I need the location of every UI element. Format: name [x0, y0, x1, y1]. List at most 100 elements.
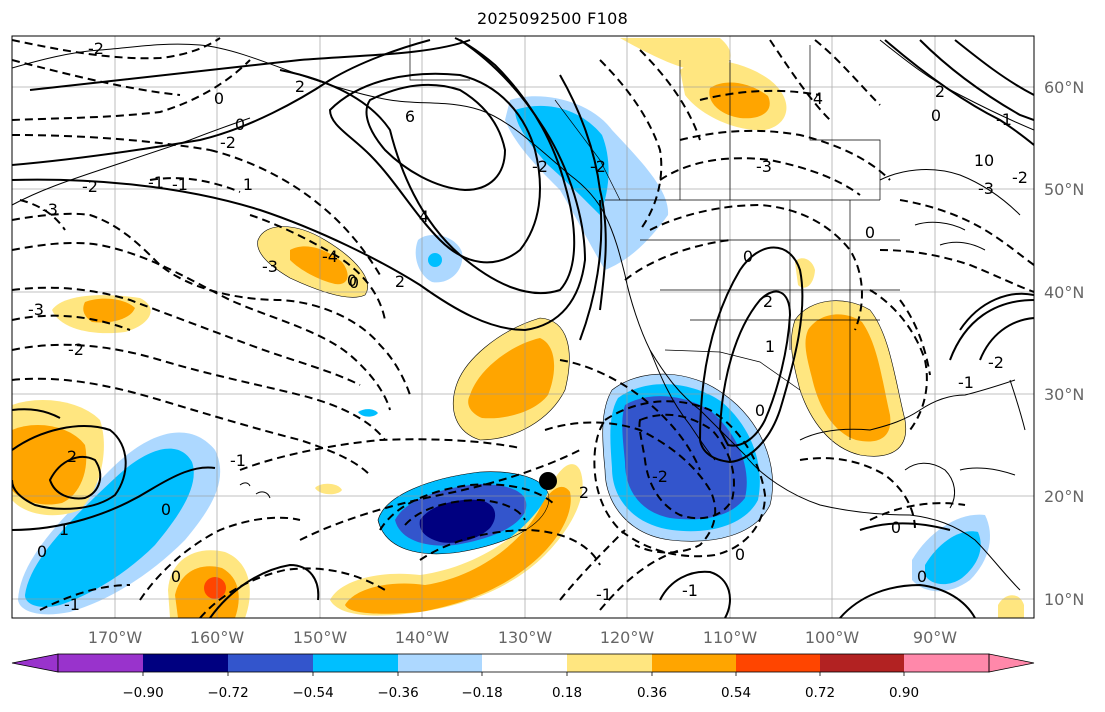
- contour-label: -3: [756, 157, 772, 176]
- contour-dashed-16: [679, 129, 891, 181]
- lat-tick-label: 30°N: [1044, 385, 1084, 404]
- lon-tick-labels: 170°W 160°W 150°W 140°W 130°W 120°W 110°…: [88, 628, 957, 647]
- contour-dashed-29: [593, 400, 767, 558]
- contour-dashed-43: [869, 502, 966, 521]
- mexico-coast: [744, 454, 1021, 591]
- lat-tick-labels: 60°N 50°N 40°N 30°N 20°N 10°N: [1044, 78, 1084, 609]
- contour-solid-11: [959, 292, 1034, 331]
- contour-dashed-40: [149, 177, 241, 193]
- lat-tick-label: 20°N: [1044, 487, 1084, 506]
- contour-label: -2: [68, 340, 84, 359]
- lon-tick-label: 120°W: [600, 628, 655, 647]
- shading-layer: [12, 38, 1024, 618]
- contour-label: -2: [652, 467, 668, 486]
- shade-blue-central-core: [419, 499, 496, 543]
- yucatan: [904, 462, 956, 509]
- colorbar-bin: [398, 654, 482, 672]
- contour-label: 0: [214, 89, 224, 108]
- contour-dashed-33: [299, 449, 581, 541]
- contour-dashed-37: [559, 529, 626, 601]
- colorbar-label: 0.90: [889, 685, 919, 701]
- contour-dashed-6: [12, 241, 391, 411]
- baja: [649, 349, 716, 461]
- outline-blue-mexico: [602, 373, 773, 542]
- contour-label: 0: [917, 567, 927, 586]
- contour-solid-23: [859, 522, 951, 531]
- contour-label: 0: [349, 273, 359, 292]
- colorbar-bin: [143, 654, 228, 672]
- colorbar-frame: [57, 653, 990, 673]
- contour-dashed-19: [814, 39, 881, 106]
- colorbar: −0.90 −0.72 −0.54 −0.36 −0.18 0.18 0.36 …: [11, 653, 1035, 701]
- colorbar-bin: [567, 654, 652, 672]
- contour-solid-19: [12, 466, 216, 531]
- shade-yellow-south-band: [330, 464, 583, 616]
- map-title: 2025092500 F108: [476, 9, 629, 28]
- outline-blue-central: [377, 471, 550, 555]
- contour-dashed-22: [899, 199, 1034, 266]
- contour-label: -2: [88, 39, 104, 58]
- contour-solid-22: [839, 583, 976, 618]
- shade-orange-westpac: [83, 298, 135, 323]
- contour-label: -3: [42, 200, 58, 219]
- contour-dashed-34: [239, 438, 521, 471]
- contour-label: 0: [755, 401, 765, 420]
- outline-yellow-subtrop: [452, 317, 570, 441]
- contour-solid-17: [12, 425, 127, 510]
- contour-label: 2: [935, 82, 945, 101]
- shade-yellow-plains: [795, 258, 815, 288]
- colorbar-bin: [58, 654, 143, 672]
- contour-label: 0: [161, 500, 171, 519]
- contour-label: 0: [735, 545, 745, 564]
- contour-solid-8: [579, 199, 603, 341]
- contour-label: -2: [1012, 168, 1028, 187]
- colorbar-bin: [482, 654, 567, 672]
- contour-label: -2: [82, 177, 98, 196]
- lon-tick-label: 170°W: [88, 628, 143, 647]
- contour-labels: -2 0 2 6 4 -1 1 -3 -4 -3 -2 0 -2 0 -1 -3…: [28, 39, 1028, 614]
- contour-label: 0: [235, 115, 245, 134]
- contour-dashed-38: [599, 549, 681, 611]
- contour-label: -4: [322, 247, 338, 266]
- contour-label: 0: [347, 271, 357, 290]
- contour-dashed-39: [39, 584, 131, 611]
- contour-solid-7: [559, 74, 607, 311]
- colorbar-label: 0.18: [552, 685, 582, 701]
- colorbar-bin: [313, 654, 398, 672]
- border-bc-ab: [554, 99, 621, 201]
- contour-dashed-35: [139, 516, 301, 601]
- contour-dashed-11: [209, 149, 381, 276]
- contour-dashed-12: [249, 214, 386, 321]
- contour-label: 4: [813, 89, 823, 108]
- contour-dashed-42: [799, 457, 916, 531]
- contour-label: -1: [230, 451, 246, 470]
- contour-label: -1: [172, 175, 188, 194]
- contour-label: 0: [865, 223, 875, 242]
- shade-orange-subtrop: [468, 338, 555, 419]
- lon-tick-label: 150°W: [293, 628, 348, 647]
- shade-blue-centam-core: [925, 531, 981, 585]
- colorbar-bin: [904, 654, 989, 672]
- contour-dashed-26: [559, 359, 701, 471]
- colorbar-label: −0.36: [377, 685, 418, 701]
- lon-tick-label: 90°W: [913, 628, 957, 647]
- florida: [1009, 379, 1026, 431]
- colorbar-ticks: [142, 672, 905, 676]
- contour-dashed-7: [12, 343, 386, 441]
- contour-solid-14: [884, 39, 1034, 146]
- shade-orange-gulf: [805, 314, 891, 442]
- contour-solid-20: [209, 563, 320, 618]
- shade-yellow-caribbean: [998, 595, 1024, 618]
- contour-dashed-31: [404, 498, 526, 526]
- contour-label: 1: [59, 520, 69, 539]
- contour-solid-13: [979, 317, 1034, 361]
- colorbar-extend-low: [11, 653, 59, 673]
- colorbar-label: −0.54: [292, 685, 333, 701]
- contour-dashed-36: [199, 567, 386, 618]
- gulf-coast: [799, 379, 1016, 441]
- lon-tick-label: 140°W: [395, 628, 450, 647]
- shade-blue-small-b: [358, 409, 378, 417]
- hudson: [879, 169, 1021, 216]
- contour-solid-9: [698, 246, 804, 464]
- colorbar-label: −0.18: [461, 685, 502, 701]
